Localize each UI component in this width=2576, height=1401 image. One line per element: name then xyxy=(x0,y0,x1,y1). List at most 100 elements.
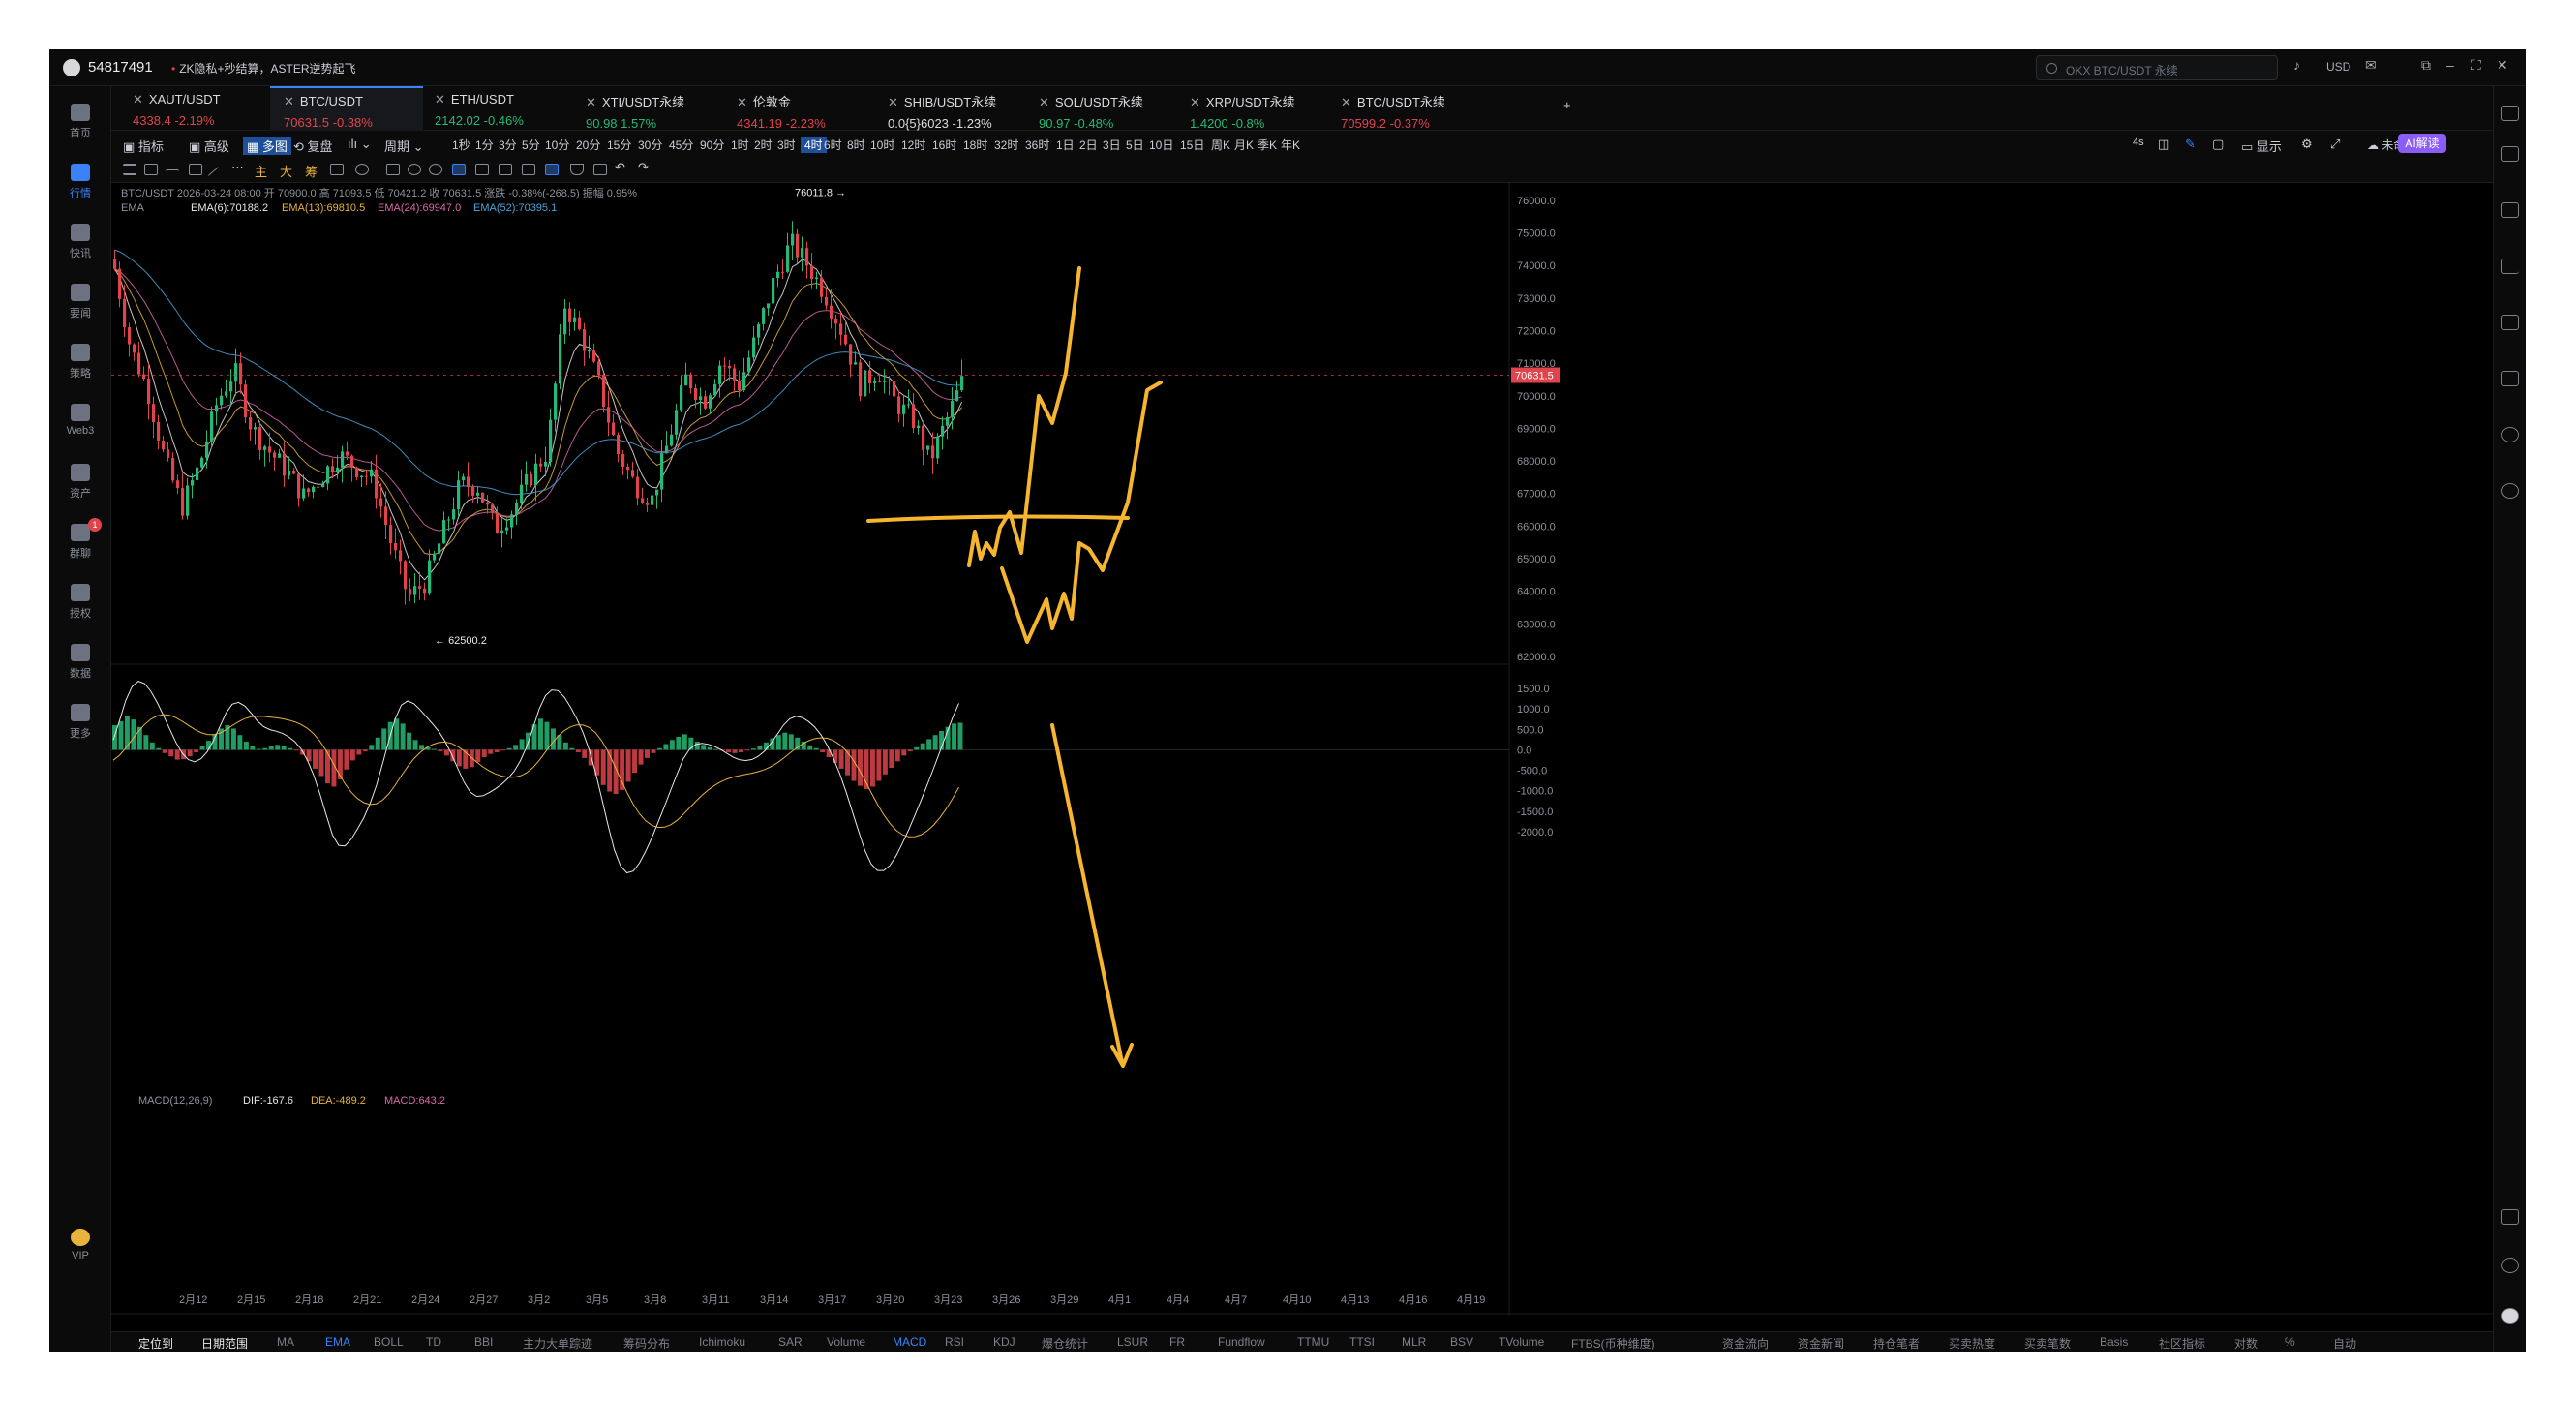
indicator-33[interactable]: % xyxy=(2285,1335,2295,1349)
interval-12时[interactable]: 12时 xyxy=(901,138,926,152)
close-tab-icon[interactable]: ✕ xyxy=(888,95,898,109)
replay-button[interactable]: ⟲ 复盘 xyxy=(293,139,333,154)
fullscreen-icon[interactable]: ⤢ xyxy=(2330,137,2341,151)
indicator-10[interactable]: SAR xyxy=(778,1335,803,1349)
indicator-13[interactable]: RSI xyxy=(945,1335,965,1349)
settings-icon[interactable]: ⚙ xyxy=(2301,137,2313,151)
indicator-15[interactable]: 爆仓统计 xyxy=(1042,1337,1089,1351)
indicator-2[interactable]: MA xyxy=(277,1335,294,1349)
maximize-icon[interactable]: ⛶ xyxy=(2471,57,2481,73)
interval-15分[interactable]: 15分 xyxy=(607,138,632,152)
interval-季K[interactable]: 季K xyxy=(1258,138,1278,152)
menu-icon[interactable] xyxy=(123,164,136,175)
interval-18时[interactable]: 18时 xyxy=(963,138,988,152)
indicator-22[interactable]: BSV xyxy=(1450,1335,1474,1349)
cursor-icon[interactable] xyxy=(386,164,400,175)
close-tab-icon[interactable]: ✕ xyxy=(737,95,747,109)
minimize-icon[interactable]: – xyxy=(2446,57,2454,73)
interval-30分[interactable]: 30分 xyxy=(638,138,663,152)
pen-icon[interactable]: ✎ xyxy=(2185,137,2196,151)
indicator-32[interactable]: 对数 xyxy=(2234,1337,2258,1351)
compass-icon[interactable] xyxy=(2501,483,2519,499)
display-button[interactable]: ▭ 显示 xyxy=(2241,139,2282,154)
indicator-14[interactable]: KDJ xyxy=(993,1335,1015,1349)
chip-distribution-tool[interactable]: 筹 xyxy=(305,165,318,179)
undo-icon[interactable]: ↶ xyxy=(615,160,625,174)
tab-shib-usdt--[interactable]: ✕ SHIB/USDT永续 0.0{5}6023 -1.23% xyxy=(874,86,1027,131)
indicator-23[interactable]: TVolume xyxy=(1499,1335,1545,1349)
ai-analysis-button[interactable]: AI解读 xyxy=(2398,134,2446,153)
advanced-button[interactable]: ▣ 高级 xyxy=(189,139,229,154)
link-icon[interactable] xyxy=(408,164,421,175)
close-tab-icon[interactable]: ✕ xyxy=(1039,95,1049,109)
interval-1时[interactable]: 1时 xyxy=(731,138,749,152)
tab-btc-usdt[interactable]: ✕ BTC/USDT 70631.5 -0.38% xyxy=(270,86,423,131)
orderbook-icon[interactable] xyxy=(2501,146,2519,162)
indicator-5[interactable]: TD xyxy=(426,1335,441,1349)
interval-3日[interactable]: 3日 xyxy=(1103,138,1121,152)
bell-icon[interactable]: ♪ xyxy=(2293,57,2300,73)
indicator-20[interactable]: TTSI xyxy=(1349,1335,1375,1349)
tab-xaut-usdt[interactable]: ✕ XAUT/USDT 4338.4 -2.19% xyxy=(119,86,272,131)
monitor-icon[interactable] xyxy=(2501,315,2519,330)
robot-icon[interactable] xyxy=(2501,427,2519,442)
indicator-26[interactable]: 资金新闻 xyxy=(1798,1337,1845,1351)
list-icon[interactable] xyxy=(144,164,158,175)
nav-item-vip[interactable]: VIP xyxy=(49,1221,111,1281)
interval-4时[interactable]: 4时 xyxy=(801,137,827,153)
interval-10日[interactable]: 10日 xyxy=(1149,138,1174,152)
nav-item-market-chart[interactable]: 行情 xyxy=(49,156,111,216)
multi-chart-button[interactable]: ▦ 多图 xyxy=(243,137,291,155)
layout-icon[interactable]: ▢ xyxy=(2212,137,2225,151)
interval-45分[interactable]: 45分 xyxy=(669,138,694,152)
tab-btc-usdt--[interactable]: ✕ BTC/USDT永续 70599.2 -0.37% xyxy=(1327,86,1480,131)
log-panel-icon[interactable] xyxy=(2501,1209,2519,1225)
delete-icon[interactable] xyxy=(593,164,607,175)
mascot-icon[interactable] xyxy=(2501,1308,2519,1324)
main-indicator-tool[interactable]: 主 xyxy=(255,165,268,179)
indicator-31[interactable]: 社区指标 xyxy=(2159,1337,2206,1351)
copy-icon[interactable] xyxy=(330,164,344,175)
rectangle-icon[interactable] xyxy=(189,164,202,175)
interval-20分[interactable]: 20分 xyxy=(576,138,601,152)
tab-sol-usdt--[interactable]: ✕ SOL/USDT永续 90.97 -0.48% xyxy=(1025,86,1178,131)
close-icon[interactable]: ✕ xyxy=(2497,57,2508,73)
nav-item-web3[interactable]: Web3 xyxy=(49,396,111,456)
image-icon[interactable] xyxy=(522,164,535,175)
indicator-34[interactable]: 自动 xyxy=(2333,1337,2357,1351)
interval-90分[interactable]: 90分 xyxy=(700,138,725,152)
close-tab-icon[interactable]: ✕ xyxy=(1190,95,1200,109)
indicator-4[interactable]: BOLL xyxy=(374,1335,404,1349)
indicator-0[interactable]: 定位到 xyxy=(138,1337,174,1351)
price-chart[interactable]: 76000.0 75000.0 74000.0 73000.0 72000.0 71000… xyxy=(111,183,2493,1331)
support-icon[interactable] xyxy=(2501,1258,2519,1273)
interval-1秒[interactable]: 1秒 xyxy=(452,138,470,152)
nav-item-strategy[interactable]: 策略 xyxy=(49,336,111,396)
interval-6时[interactable]: 6时 xyxy=(824,138,842,152)
indicator-7[interactable]: 主力大单踪迹 xyxy=(523,1337,593,1351)
interval-周K[interactable]: 周K xyxy=(1211,138,1231,152)
period-button[interactable]: 周期 ⌄ xyxy=(384,139,424,154)
eraser-icon[interactable] xyxy=(355,164,369,175)
add-tab-icon[interactable]: + xyxy=(1563,98,1571,112)
indicator-3[interactable]: EMA xyxy=(325,1335,351,1349)
indicator-21[interactable]: MLR xyxy=(1402,1335,1427,1349)
interval-2日[interactable]: 2日 xyxy=(1079,138,1098,152)
trade-icon[interactable] xyxy=(2501,202,2519,218)
indicator-11[interactable]: Volume xyxy=(827,1335,866,1349)
interval-15日[interactable]: 15日 xyxy=(1180,138,1205,152)
tab-xti-usdt--[interactable]: ✕ XTI/USDT永续 90.98 1.57% xyxy=(572,86,725,131)
interval-16时[interactable]: 16时 xyxy=(932,138,957,152)
indicator-16[interactable]: LSUR xyxy=(1117,1335,1149,1349)
search-input[interactable]: OKX BTC/USDT 永续 xyxy=(2036,55,2278,80)
interval-10时[interactable]: 10时 xyxy=(870,138,895,152)
indicator-6[interactable]: BBI xyxy=(474,1335,494,1349)
indicator-9[interactable]: Ichimoku xyxy=(699,1335,746,1349)
horizontal-line-icon[interactable] xyxy=(166,169,179,181)
indicator-30[interactable]: Basis xyxy=(2100,1335,2129,1349)
interval-月K[interactable]: 月K xyxy=(1234,138,1255,152)
interval-3时[interactable]: 3时 xyxy=(777,138,796,152)
tab----[interactable]: ✕ 伦敦金 4341.19 -2.23% xyxy=(723,86,876,131)
tab-xrp-usdt--[interactable]: ✕ XRP/USDT永续 1.4200 -0.8% xyxy=(1176,86,1329,131)
close-tab-icon[interactable]: ✕ xyxy=(435,92,445,107)
